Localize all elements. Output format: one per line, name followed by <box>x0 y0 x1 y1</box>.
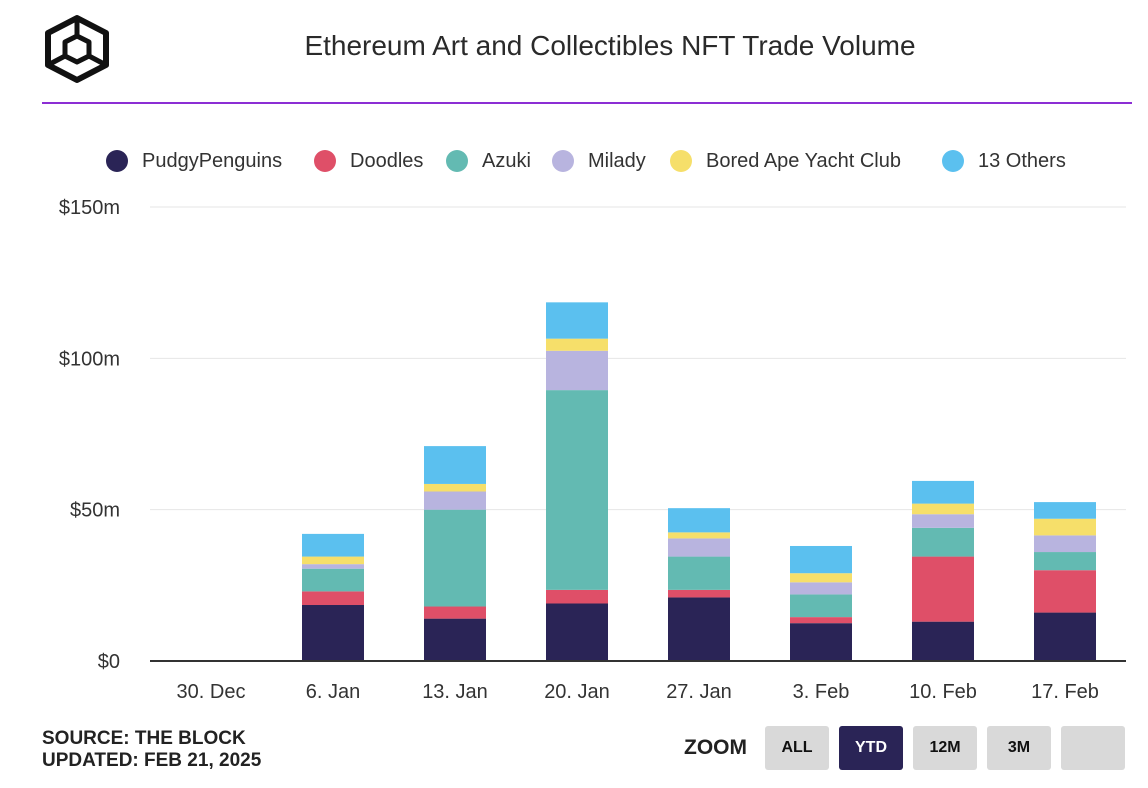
x-tick-label: 13. Jan <box>422 681 488 703</box>
bar-segment <box>790 617 852 624</box>
chart-title: Ethereum Art and Collectibles NFT Trade … <box>304 30 916 61</box>
bar-segment <box>424 618 486 661</box>
zoom-label: ZOOM <box>684 736 747 759</box>
legend-label: PudgyPenguins <box>142 149 283 172</box>
y-tick-label: $0 <box>98 651 120 673</box>
x-tick-label: 17. Feb <box>1031 681 1099 703</box>
x-tick-label: 20. Jan <box>544 681 610 703</box>
zoom-3m-button[interactable]: 3M <box>987 726 1051 770</box>
the-block-cube-logo-icon <box>45 15 109 83</box>
bar-segment <box>546 390 608 590</box>
bar-segment <box>1034 570 1096 613</box>
updated-label: UPDATED: FEB 21, 2025 <box>42 750 262 771</box>
bar-segment <box>1034 535 1096 553</box>
source-label: SOURCE: THE BLOCK <box>42 728 246 749</box>
bar-segment <box>912 503 974 515</box>
bar-segment <box>912 621 974 661</box>
bar-segment <box>302 556 364 565</box>
x-tick-label: 27. Jan <box>666 681 732 703</box>
bar-segment <box>424 483 486 492</box>
bar-segment <box>668 508 730 533</box>
legend-item[interactable]: Doodles <box>314 144 423 178</box>
zoom-ytd-button[interactable]: YTD <box>839 726 903 770</box>
legend-item[interactable]: PudgyPenguins <box>106 144 282 178</box>
bar-segment <box>424 446 486 484</box>
bar-segment <box>302 533 364 557</box>
y-tick-label: $50m <box>70 500 120 522</box>
bar-segment <box>668 597 730 661</box>
legend-label: Azuki <box>482 149 531 172</box>
bar-segment <box>302 568 364 592</box>
bar-segment <box>1034 552 1096 571</box>
bar-segment <box>912 514 974 528</box>
bar-segment <box>302 564 364 569</box>
bar-segment <box>546 338 608 351</box>
bar-segment <box>302 591 364 606</box>
source-note: SOURCE: THE BLOCK UPDATED: FEB 21, 2025 <box>42 728 261 772</box>
title-divider <box>42 102 1132 104</box>
x-tick-label: 10. Feb <box>909 681 977 703</box>
y-tick-label: $100m <box>59 348 120 370</box>
legend-label: Milady <box>588 149 646 172</box>
bar-segment <box>912 480 974 504</box>
legend-swatch-icon <box>106 150 128 172</box>
legend-item[interactable]: 13 Others <box>942 144 1066 178</box>
bar-segment <box>1034 502 1096 519</box>
bar-segment <box>302 605 364 661</box>
zoom-blank-button[interactable] <box>1061 726 1125 770</box>
legend-label: 13 Others <box>978 149 1066 172</box>
bar-segment <box>424 491 486 510</box>
bar-segment <box>546 589 608 604</box>
zoom-12m-button[interactable]: 12M <box>913 726 977 770</box>
bar-segment <box>424 509 486 607</box>
legend-swatch-icon <box>942 150 964 172</box>
x-tick-label: 6. Jan <box>306 681 360 703</box>
legend-swatch-icon <box>670 150 692 172</box>
bar-segment <box>790 623 852 661</box>
zoom-all-button[interactable]: ALL <box>765 726 829 770</box>
legend-label: Doodles <box>350 149 424 172</box>
bar-segment <box>790 573 852 583</box>
bar-segment <box>668 538 730 557</box>
legend-swatch-icon <box>314 150 336 172</box>
y-tick-label: $150m <box>59 197 120 219</box>
legend-swatch-icon <box>446 150 468 172</box>
bar-segment <box>546 350 608 391</box>
legend-item[interactable]: Bored Ape Yacht Club <box>670 144 901 178</box>
x-tick-label: 30. Dec <box>177 681 246 703</box>
legend-item[interactable]: Azuki <box>446 144 531 178</box>
bar-segment <box>668 532 730 539</box>
bar-segment <box>790 545 852 574</box>
bar-segment <box>1034 612 1096 661</box>
bar-segment <box>546 603 608 661</box>
bar-segment <box>912 527 974 557</box>
bar-segment <box>546 302 608 339</box>
bar-segment <box>424 606 486 619</box>
chart-legend: PudgyPenguins Doodles Azuki Milady Bored Ape… <box>0 144 1148 178</box>
legend-swatch-icon <box>552 150 574 172</box>
bar-segment <box>668 589 730 598</box>
legend-item[interactable]: Milady <box>552 144 646 178</box>
x-tick-label: 3. Feb <box>793 681 850 703</box>
bar-segment <box>790 582 852 595</box>
bar-segment <box>912 556 974 622</box>
bar-segment <box>1034 518 1096 536</box>
bar-segment <box>668 556 730 590</box>
bar-segment <box>790 594 852 618</box>
legend-label: Bored Ape Yacht Club <box>706 149 901 172</box>
